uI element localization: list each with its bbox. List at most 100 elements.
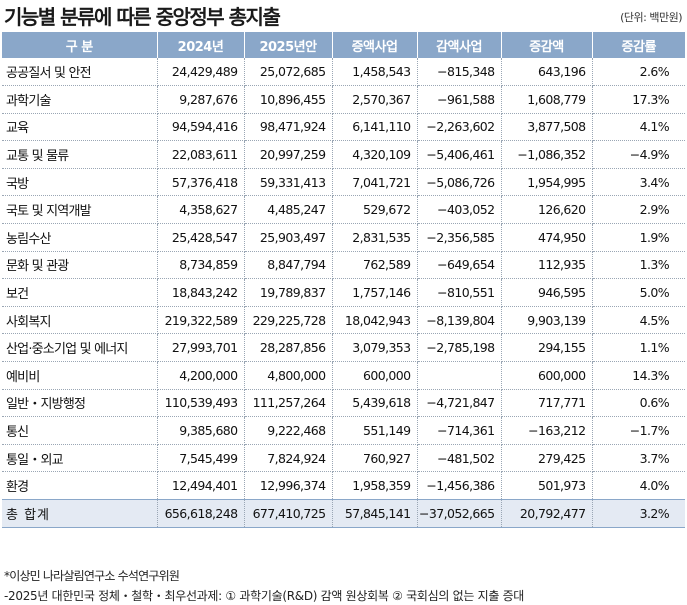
cell-increase: 551,149: [332, 416, 418, 445]
cell-2024: 12,494,401: [157, 471, 245, 500]
footer-source: *이상민 나라살림연구소 수석연구위원: [4, 569, 180, 583]
cell-category: 통일・외교: [2, 444, 158, 473]
cell-2025-proposal: 20,997,259: [244, 140, 333, 169]
header-change-amount: 증감액: [501, 32, 593, 58]
table-row: 국토 및 지역개발 4,358,627 4,485,247 529,672 −403,0…: [2, 195, 685, 225]
cell-2024: 8,734,859: [157, 251, 245, 280]
cell-increase: 1,757,146: [332, 278, 418, 307]
cell-2024: 18,843,242: [157, 278, 245, 307]
cell-2024: 9,385,680: [157, 416, 245, 445]
cell-change-rate: 4.5%: [592, 306, 685, 335]
cell-2024: 24,429,489: [157, 58, 245, 87]
cell-decrease: −810,551: [417, 278, 502, 307]
table-row: 국방 57,376,418 59,331,413 7,041,721 −5,086,72…: [2, 168, 685, 197]
cell-change-amount: 600,000: [501, 361, 593, 390]
header-decrease-projects: 감액사업: [417, 32, 502, 58]
cell-change-amount: 3,877,508: [501, 113, 593, 142]
table-row: 문화 및 관광 8,734,859 8,847,794 762,589 −649,654…: [2, 251, 685, 280]
cell-change-amount: −163,212: [501, 416, 593, 445]
cell-change-amount: 1,954,995: [501, 168, 593, 197]
cell-decrease: −1,456,386: [417, 471, 502, 500]
cell-category: 교통 및 물류: [2, 140, 158, 169]
expenditure-table: 구 분 2024년 2025년안 증액사업 감액사업 증감액 증감률 공공질서 …: [2, 32, 685, 528]
table-row: 환경 12,494,401 12,996,374 1,958,359 −1,456,38…: [2, 471, 685, 500]
cell-decrease: −8,139,804: [417, 306, 502, 335]
cell-decrease: −5,406,461: [417, 140, 502, 169]
header-2025-proposal: 2025년안: [244, 32, 333, 58]
cell-2025-proposal: 19,789,837: [244, 278, 333, 307]
cell-change-rate: 3.4%: [592, 168, 685, 197]
cell-2025-proposal: 25,903,497: [244, 223, 333, 252]
table-body: 공공질서 및 안전 24,429,489 25,072,685 1,458,543 −8…: [2, 58, 685, 528]
cell-change-rate: 1.3%: [592, 251, 685, 280]
cell-2025-proposal: 28,287,856: [244, 333, 333, 363]
cell-decrease: −2,356,585: [417, 223, 502, 252]
cell-2025-proposal: 7,824,924: [244, 444, 333, 473]
cell-decrease: −961,588: [417, 85, 502, 114]
cell-change-rate: 4.1%: [592, 113, 685, 142]
cell-2025-proposal: 98,471,924: [244, 113, 333, 142]
cell-2025-proposal: 4,485,247: [244, 195, 333, 225]
total-row: 총 합계 656,618,248 677,410,725 57,845,141 −37,…: [2, 499, 685, 528]
footer-report-title: -2025년 대한민국 정체・철학・최우선과제: ① 과학기술(R&D) 감액 …: [4, 589, 525, 603]
total-cell-change-amount: 20,792,477: [501, 499, 593, 528]
cell-2025-proposal: 229,225,728: [244, 306, 333, 335]
cell-change-amount: 294,155: [501, 333, 593, 363]
unit-label: (단위: 백만원): [620, 11, 682, 24]
cell-decrease: −4,721,847: [417, 389, 502, 418]
cell-change-rate: −4.9%: [592, 140, 685, 169]
cell-increase: 18,042,943: [332, 306, 418, 335]
cell-change-amount: 126,620: [501, 195, 593, 225]
total-cell-increase: 57,845,141: [332, 499, 418, 528]
cell-2024: 57,376,418: [157, 168, 245, 197]
cell-decrease: −714,361: [417, 416, 502, 445]
page-title: 기능별 분류에 따른 중앙정부 총지출: [4, 5, 281, 29]
cell-change-rate: −1.7%: [592, 416, 685, 445]
cell-2025-proposal: 12,996,374: [244, 471, 333, 500]
cell-decrease: −815,348: [417, 58, 502, 87]
cell-change-rate: 1.1%: [592, 333, 685, 363]
cell-2024: 219,322,589: [157, 306, 245, 335]
cell-change-amount: 9,903,139: [501, 306, 593, 335]
cell-category: 과학기술: [2, 85, 158, 114]
table-row: 일반・지방행정 110,539,493 111,257,264 5,439,618 −4…: [2, 389, 685, 418]
cell-increase: 4,320,109: [332, 140, 418, 169]
total-cell-decrease: −37,052,665: [417, 499, 502, 528]
cell-change-amount: 946,595: [501, 278, 593, 307]
cell-category: 국토 및 지역개발: [2, 195, 158, 225]
cell-category: 산업·중소기업 및 에너지: [2, 333, 158, 363]
cell-decrease: −403,052: [417, 195, 502, 225]
total-cell-2024: 656,618,248: [157, 499, 245, 528]
table-row: 통신 9,385,680 9,222,468 551,149 −714,361 −163,…: [2, 416, 685, 445]
cell-increase: 529,672: [332, 195, 418, 225]
cell-category: 사회복지: [2, 306, 158, 335]
cell-change-rate: 0.6%: [592, 389, 685, 418]
cell-increase: 1,458,543: [332, 58, 418, 87]
cell-change-rate: 4.0%: [592, 471, 685, 500]
cell-2025-proposal: 59,331,413: [244, 168, 333, 197]
table-row: 보건 18,843,242 19,789,837 1,757,146 −810,551 9…: [2, 278, 685, 307]
total-cell-category: 총 합계: [2, 499, 158, 528]
cell-category: 보건: [2, 278, 158, 307]
cell-change-amount: −1,086,352: [501, 140, 593, 169]
cell-change-rate: 17.3%: [592, 85, 685, 114]
cell-decrease: −481,502: [417, 444, 502, 473]
header-2024: 2024년: [157, 32, 245, 58]
table-row: 예비비 4,200,000 4,800,000 600,000 600,000 14.3%: [2, 361, 685, 390]
cell-decrease: −5,086,726: [417, 168, 502, 197]
cell-decrease: −2,263,602: [417, 113, 502, 142]
cell-increase: 3,079,353: [332, 333, 418, 363]
cell-change-amount: 717,771: [501, 389, 593, 418]
cell-increase: 760,927: [332, 444, 418, 473]
cell-2024: 4,200,000: [157, 361, 245, 390]
cell-change-rate: 3.7%: [592, 444, 685, 473]
cell-increase: 5,439,618: [332, 389, 418, 418]
cell-change-amount: 279,425: [501, 444, 593, 473]
cell-2025-proposal: 10,896,455: [244, 85, 333, 114]
cell-2025-proposal: 9,222,468: [244, 416, 333, 445]
cell-2024: 94,594,416: [157, 113, 245, 142]
cell-2024: 110,539,493: [157, 389, 245, 418]
cell-change-amount: 643,196: [501, 58, 593, 87]
cell-category: 문화 및 관광: [2, 251, 158, 280]
header-increase-projects: 증액사업: [332, 32, 418, 58]
